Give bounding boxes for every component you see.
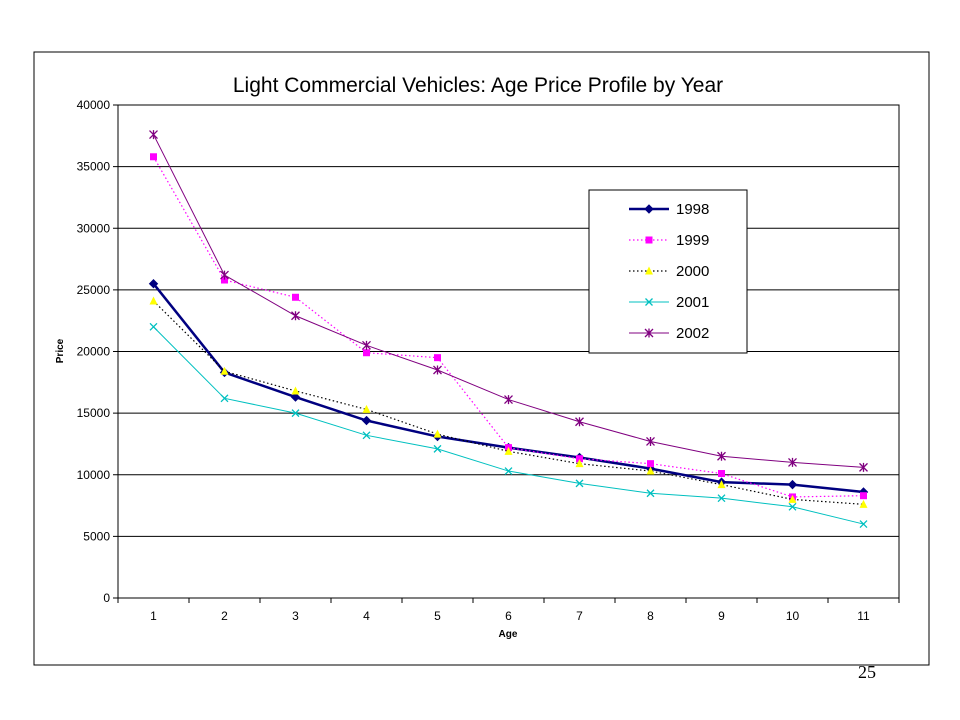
data-point-2002 (646, 436, 655, 446)
series-2001 (149, 322, 868, 529)
y-tick-label: 25000 (77, 283, 111, 297)
chart-title: Light Commercial Vehicles: Age Price Pro… (233, 74, 723, 97)
legend-label: 2002 (676, 325, 709, 342)
data-point-1999 (363, 349, 370, 357)
x-tick-label: 1 (150, 609, 157, 623)
data-point-2001 (433, 444, 442, 453)
data-point-2002 (717, 451, 726, 461)
data-point-2001 (362, 431, 371, 440)
data-point-2000 (717, 480, 726, 489)
data-point-2002 (504, 395, 513, 405)
data-point-2001 (646, 489, 655, 498)
x-tick-label: 4 (363, 609, 370, 623)
x-tick-label: 6 (505, 609, 512, 623)
x-axis-ticks: 1 2 3 4 5 6 7 8 9 10 11 (117, 598, 900, 623)
gridlines (118, 166, 899, 537)
legend-swatch-marker (645, 266, 653, 275)
data-point-2002 (859, 462, 868, 472)
legend: 1998 1999 2000 2001 2002 (588, 189, 748, 354)
legend-swatch-marker (645, 298, 653, 306)
series-2002 (149, 130, 868, 472)
series-2000 (149, 296, 868, 508)
legend-entry-2002: 2002 (629, 325, 709, 342)
data-point-2000 (291, 386, 300, 395)
y-tick-label: 0 (103, 591, 110, 605)
data-point-1998 (148, 279, 159, 289)
x-tick-label: 11 (857, 609, 870, 623)
data-point-1998 (787, 479, 798, 490)
legend-label: 1999 (676, 232, 709, 249)
data-point-2001 (859, 520, 868, 529)
x-tick-label: 3 (292, 609, 299, 623)
data-point-2002 (291, 311, 300, 321)
legend-box (588, 189, 748, 354)
x-tick-label: 5 (434, 609, 441, 623)
data-point-1999 (647, 460, 654, 468)
legend-entry-2001: 2001 (629, 294, 709, 311)
data-point-2001 (717, 494, 726, 503)
y-tick-label: 40000 (77, 98, 111, 112)
legend-label: 2001 (676, 294, 709, 311)
data-point-1999 (576, 455, 583, 463)
data-point-2000 (220, 366, 229, 375)
y-tick-label: 30000 (77, 221, 111, 235)
chart-frame (33, 51, 930, 666)
data-point-2000 (575, 459, 584, 468)
legend-entry-2000: 2000 (629, 263, 709, 280)
series-line-2000 (153, 300, 864, 505)
data-point-1999 (860, 492, 867, 500)
x-tick-label: 7 (576, 609, 583, 623)
data-point-2000 (433, 429, 442, 438)
data-point-2000 (362, 404, 371, 413)
x-tick-label: 2 (221, 609, 228, 623)
data-point-2001 (504, 467, 513, 476)
data-point-2000 (788, 494, 797, 503)
x-tick-label: 10 (786, 609, 800, 623)
data-point-2002 (149, 130, 158, 140)
data-point-1999 (434, 354, 441, 362)
legend-label: 1998 (676, 201, 709, 218)
data-point-2001 (149, 322, 158, 331)
data-point-2002 (433, 365, 442, 375)
x-axis-label: Age (499, 629, 518, 640)
y-tick-label: 20000 (77, 345, 111, 359)
data-point-2002 (575, 417, 584, 427)
legend-label: 2000 (676, 263, 709, 280)
legend-entry-1998: 1998 (629, 201, 709, 218)
data-point-1998 (361, 415, 372, 426)
data-point-2002 (362, 340, 371, 350)
data-point-2001 (575, 479, 584, 488)
data-point-2001 (788, 502, 797, 511)
y-axis-label: Price (55, 338, 66, 363)
y-tick-label: 10000 (77, 468, 111, 482)
legend-swatch-marker (645, 236, 653, 244)
y-tick-label: 35000 (77, 160, 111, 174)
data-point-1998 (290, 392, 301, 402)
legend-entry-1999: 1999 (629, 232, 709, 249)
legend-swatch-marker (644, 328, 654, 338)
data-point-1999 (292, 293, 299, 301)
data-point-2000 (149, 296, 158, 305)
data-point-2000 (504, 446, 513, 455)
data-point-1999 (718, 470, 725, 478)
legend-swatch-marker (644, 204, 654, 214)
data-point-2001 (291, 409, 300, 418)
data-point-2001 (220, 394, 229, 403)
page-number: 25 (858, 662, 876, 682)
data-point-2000 (646, 466, 655, 475)
data-point-1999 (150, 153, 157, 161)
data-point-2000 (859, 499, 868, 508)
data-point-2002 (788, 457, 797, 467)
data-point-1999 (221, 276, 228, 284)
data-point-2002 (220, 270, 229, 280)
x-tick-label: 8 (647, 609, 654, 623)
y-tick-label: 15000 (77, 406, 111, 420)
x-tick-label: 9 (718, 609, 725, 623)
series-lines (148, 130, 869, 529)
y-tick-label: 5000 (83, 529, 110, 543)
y-axis-ticks: 0 5000 10000 15000 20000 25000 30000 35000 40000 (77, 98, 118, 605)
